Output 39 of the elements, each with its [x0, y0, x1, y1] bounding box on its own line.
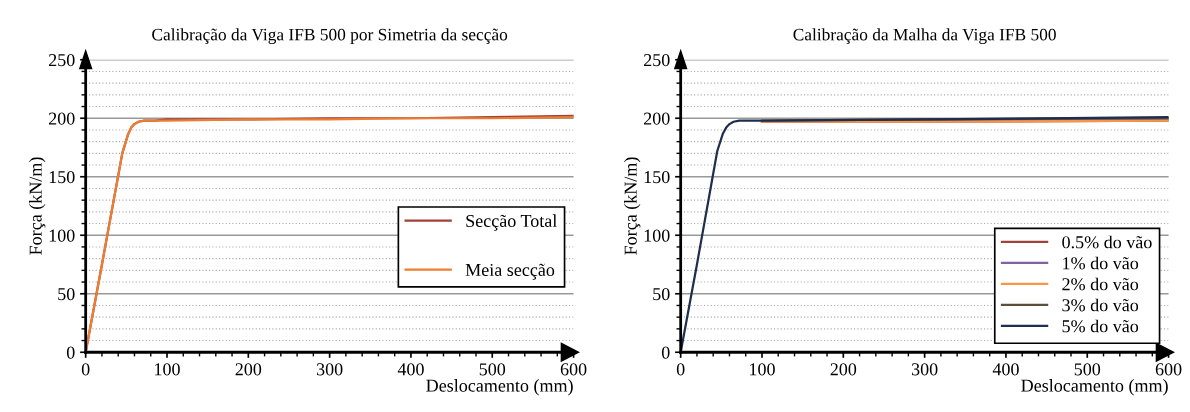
y-tick-label: 250 — [643, 54, 670, 67]
legend-label: 0.5% do vão — [1062, 235, 1152, 249]
x-tick-label: 100 — [750, 363, 775, 376]
x-tick-label: 600 — [1155, 363, 1182, 376]
y-tick-label: 150 — [49, 171, 75, 184]
x-axis-title: Deslocamento (mm) — [1021, 379, 1168, 396]
chart-title: Calibração da Malha da Viga IFB 500 — [793, 28, 1056, 45]
x-tick-label: 0 — [81, 363, 90, 376]
x-tick-label: 0 — [676, 363, 685, 376]
x-tick-label: 200 — [235, 363, 262, 376]
y-tick-label: 0 — [66, 346, 75, 359]
legend-label: 1% do vão — [1063, 256, 1139, 270]
y-tick-label: 100 — [49, 229, 75, 242]
x-tick-label: 200 — [830, 363, 857, 376]
legend-label: Meia secção — [465, 263, 555, 280]
y-axis-title: Força (kN/m) — [624, 157, 641, 255]
y-tick-label: 250 — [48, 54, 75, 67]
x-tick-label: 500 — [1074, 363, 1101, 376]
x-tick-label: 300 — [911, 363, 938, 376]
legend-label: 5% do vão — [1062, 319, 1139, 333]
x-axis-title: Deslocamento (mm) — [426, 379, 573, 396]
legend-label: 3% do vão — [1062, 298, 1139, 312]
x-tick-label: 600 — [560, 363, 587, 376]
x-tick-label: 400 — [992, 363, 1019, 376]
legend-label: 2% do vão — [1062, 277, 1139, 291]
x-tick-label: 400 — [397, 363, 424, 376]
y-tick-label: 200 — [643, 112, 670, 125]
y-tick-label: 150 — [644, 171, 670, 184]
chart-title: Calibração da Viga IFB 500 por Simetria da secção — [152, 28, 508, 45]
x-tick-label: 300 — [316, 363, 343, 376]
y-tick-label: 50 — [58, 288, 75, 301]
y-tick-label: 200 — [48, 112, 75, 125]
x-tick-label: 100 — [155, 363, 180, 376]
x-tick-label: 500 — [479, 363, 506, 376]
y-axis-title: Força (kN/m) — [29, 157, 46, 255]
legend-label: Secção Total — [466, 214, 557, 231]
y-tick-label: 0 — [661, 346, 670, 359]
y-tick-label: 100 — [644, 229, 670, 242]
y-tick-label: 50 — [653, 288, 670, 301]
